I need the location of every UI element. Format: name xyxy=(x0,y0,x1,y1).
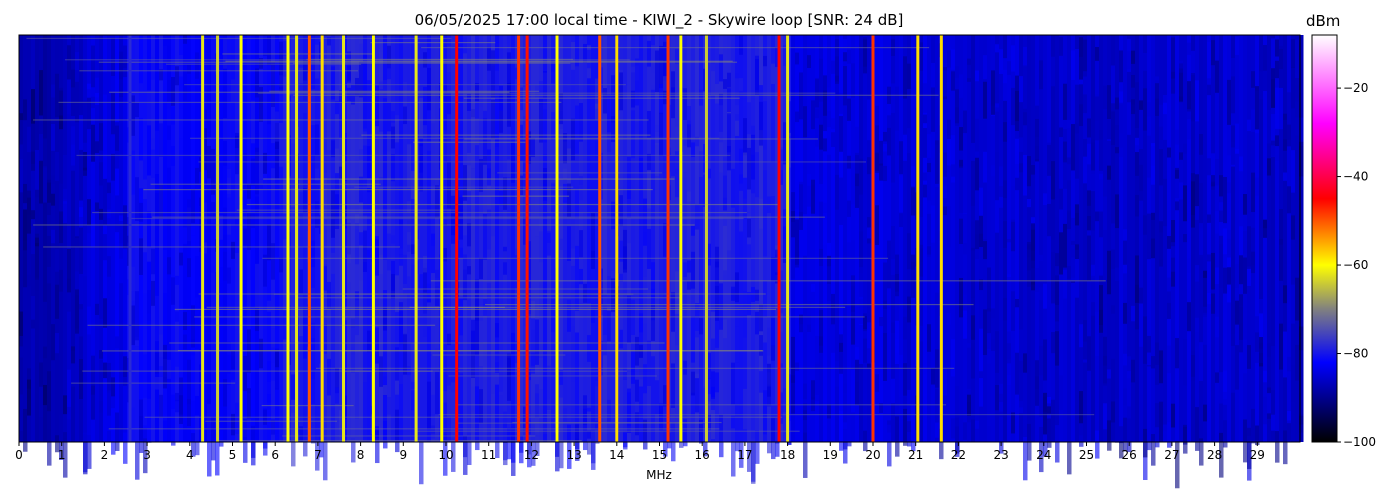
colorbar-gradient xyxy=(1311,34,1338,443)
signal-line-19 xyxy=(679,35,683,442)
signal-line-10 xyxy=(414,35,418,442)
x-tick-label: 10 xyxy=(438,448,453,462)
x-tick-label: 3 xyxy=(143,448,151,462)
x-axis: 0 1 2 3 4 5 6 7 8 9 10 11 12 13 14 15 16 17 18 19 20 21 22 23 24… xyxy=(15,442,1265,462)
x-tick-label: 13 xyxy=(566,448,581,462)
signal-line-5 xyxy=(295,35,299,442)
x-tick-label: 27 xyxy=(1164,448,1179,462)
colorbar-tick-label: −20 xyxy=(1343,81,1368,95)
x-tick-label: 19 xyxy=(823,448,838,462)
x-tick-label: 14 xyxy=(609,448,624,462)
x-tick-label: 29 xyxy=(1250,448,1265,462)
x-tick-label: 17 xyxy=(737,448,752,462)
signal-line-18 xyxy=(666,35,670,442)
x-axis-label: MHz xyxy=(646,468,672,482)
signal-line-13 xyxy=(517,35,521,442)
signal-line-1 xyxy=(201,35,205,442)
signal-line-15 xyxy=(555,35,559,442)
x-tick-label: 6 xyxy=(271,448,279,462)
colorbar-tick-label: −100 xyxy=(1343,435,1376,449)
colorbar-tick-label: −60 xyxy=(1343,258,1368,272)
x-tick-label: 20 xyxy=(865,448,880,462)
chart-title: 06/05/2025 17:00 local time - KIWI_2 - S… xyxy=(414,11,904,29)
x-tick-label: 2 xyxy=(101,448,109,462)
signal-line-20 xyxy=(704,35,708,442)
signal-line-14 xyxy=(525,35,529,442)
x-tick-label: 25 xyxy=(1079,448,1094,462)
signal-line-6 xyxy=(307,35,311,442)
x-tick-label: 4 xyxy=(186,448,194,462)
x-tick-label: 23 xyxy=(993,448,1008,462)
colorbar-tick-label: −40 xyxy=(1343,170,1368,184)
x-tick-label: 21 xyxy=(908,448,923,462)
signal-line-25 xyxy=(939,35,943,442)
signal-line-12 xyxy=(455,35,459,442)
x-tick-label: 11 xyxy=(481,448,496,462)
colorbar-unit-label: dBm xyxy=(1306,12,1341,30)
signal-line-24 xyxy=(916,35,920,442)
signal-line-7 xyxy=(320,35,324,442)
x-tick-label: 22 xyxy=(951,448,966,462)
signal-line-21 xyxy=(777,35,781,442)
x-tick-label: 7 xyxy=(314,448,322,462)
colorbar-tick-label: −80 xyxy=(1343,347,1368,361)
signal-line-11 xyxy=(440,35,444,442)
signal-line-22 xyxy=(786,35,790,442)
signal-line-3 xyxy=(239,35,243,442)
signal-lines xyxy=(128,35,943,442)
signal-line-9 xyxy=(371,35,375,442)
signal-line-2 xyxy=(216,35,220,442)
x-tick-label: 24 xyxy=(1036,448,1051,462)
signal-line-17 xyxy=(615,35,619,442)
x-tick-label: 16 xyxy=(695,448,710,462)
x-tick-label: 26 xyxy=(1122,448,1137,462)
spectrogram-background xyxy=(19,35,1304,489)
x-tick-label: 9 xyxy=(399,448,407,462)
x-tick-label: 18 xyxy=(780,448,795,462)
x-tick-label: 1 xyxy=(58,448,66,462)
x-tick-label: 8 xyxy=(357,448,365,462)
x-tick-label: 28 xyxy=(1207,448,1222,462)
x-tick-label: 0 xyxy=(15,448,23,462)
signal-line-4 xyxy=(286,35,290,442)
signal-line-8 xyxy=(342,35,346,442)
x-tick-label: 15 xyxy=(652,448,667,462)
x-tick-label: 5 xyxy=(229,448,237,462)
colorbar: −100 −80 −60 −40 −20 xyxy=(1311,34,1376,449)
signal-line-23 xyxy=(871,35,875,442)
signal-line-0 xyxy=(128,35,132,442)
x-tick-label: 12 xyxy=(524,448,539,462)
signal-line-16 xyxy=(598,35,602,442)
